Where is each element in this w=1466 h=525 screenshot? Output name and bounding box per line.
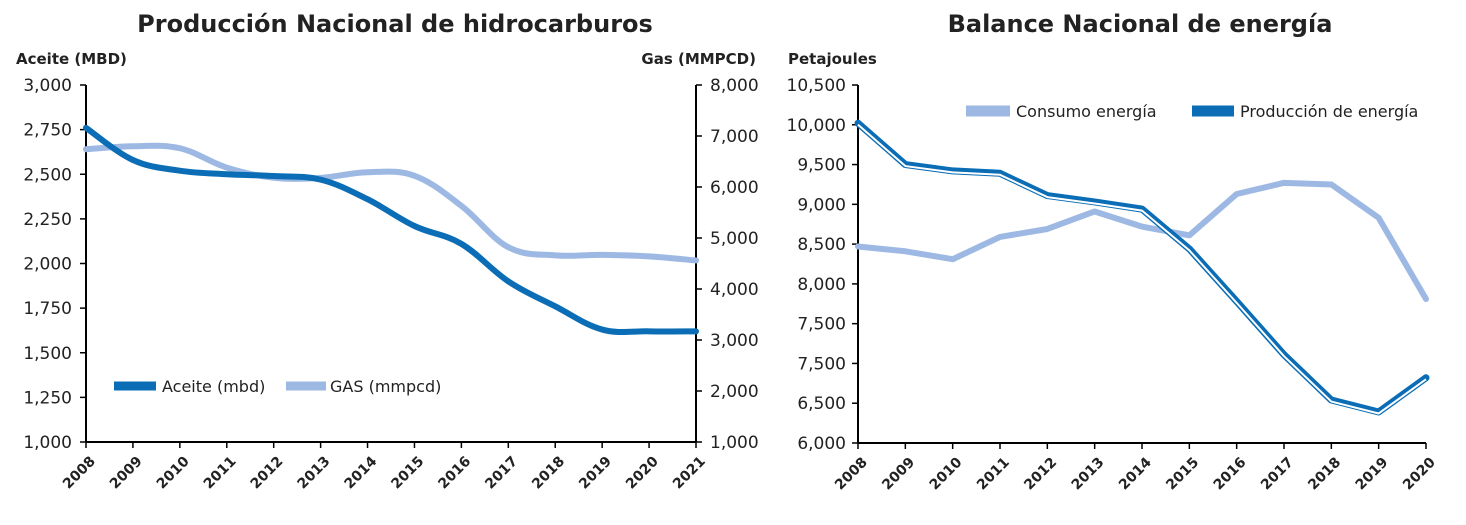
- chart2-plot: 6,000 6,500 7,500 7,500 8,000 8,500 9,000 9,500…: [787, 76, 1439, 493]
- chart1-legend-gas-label: GAS (mmpcd): [330, 377, 441, 396]
- chart2-axis-label: Petajoules: [788, 50, 877, 68]
- chart1-x-tick-label: 2010: [154, 453, 193, 492]
- chart2-legend-produccion-label: Producción de energía: [1240, 102, 1418, 121]
- chart2-legend-consumo-label: Consumo energía: [1016, 102, 1157, 121]
- chart1-x-tick-label: 2020: [623, 453, 662, 492]
- chart1-left-tick-label: 1,250: [23, 388, 72, 408]
- chart1-x-tick-label: 2021: [670, 454, 709, 493]
- chart2-series-produccion-highlight: [857, 123, 1427, 415]
- chart2-x-tick-label: 2008: [832, 455, 871, 494]
- chart1-left-axis-label: Aceite (MBD): [16, 50, 127, 68]
- chart1-x-tick-label: 2017: [482, 454, 521, 493]
- chart2-title: Balance Nacional de energía: [948, 10, 1333, 38]
- chart1-x-tick-label: 2008: [60, 454, 99, 493]
- chart1-left-tick-label: 3,000: [23, 76, 72, 96]
- chart2-x-tick-label: 2015: [1163, 455, 1202, 494]
- chart2-y-tick-label: 10,500: [787, 76, 846, 96]
- chart2-y-tick-label: 9,000: [797, 195, 846, 215]
- chart1-right-tick-label: 4,000: [710, 280, 759, 300]
- chart2-x-tick-label: 2018: [1305, 455, 1344, 494]
- chart1-x-tick-label: 2018: [529, 454, 568, 493]
- chart1-left-tick-label: 2,250: [23, 210, 72, 230]
- chart2-y-tick-label: 7,500: [797, 354, 846, 374]
- chart2-series-produccion-line: [854, 119, 1430, 416]
- chart1-right-tick-label: 7,000: [710, 127, 759, 147]
- chart1-right-tick-label: 1,000: [710, 433, 759, 453]
- chart2-x-tick-label: 2017: [1258, 455, 1297, 494]
- chart1-legend-aceite-label: Aceite (mbd): [162, 377, 265, 396]
- chart1-left-tick-label: 1,000: [23, 433, 72, 453]
- chart1-right-tick-label: 2,000: [710, 382, 759, 402]
- chart1-x-tick-label: 2011: [201, 454, 240, 493]
- chart1-x-tick-label: 2014: [341, 453, 380, 492]
- chart1-x-tick-label: 2012: [248, 454, 287, 493]
- chart1-left-tick-label: 2,750: [23, 121, 72, 141]
- chart1-right-tick-label: 8,000: [710, 76, 759, 96]
- chart1-left-tick-label: 1,750: [23, 299, 72, 319]
- chart1-plot: 1,000 1,250 1,500 1,750 2,000 2,250 2,500 2,750…: [23, 76, 758, 492]
- chart2-x-tick-label: 2019: [1353, 455, 1392, 494]
- chart1-title: Producción Nacional de hidrocarburos: [137, 10, 653, 38]
- chart2-y-tick-label: 6,500: [797, 394, 846, 414]
- chart1-right-tick-label: 3,000: [710, 331, 759, 351]
- chart2-y-tick-label: 8,000: [797, 275, 846, 295]
- chart2-y-tick-label: 10,000: [787, 116, 846, 136]
- chart2-y-tick-label: 7,500: [797, 315, 846, 335]
- chart2-series-consumo-line: [855, 179, 1429, 303]
- chart1-left-tick-label: 1,500: [23, 344, 72, 364]
- chart2-x-tick-label: 2011: [974, 455, 1013, 494]
- chart1-x-tick-label: 2019: [576, 454, 615, 493]
- chart1-series-gas-line: [83, 142, 699, 264]
- chart1-x-tick-label: 2013: [295, 454, 334, 493]
- chart2-x-tick-label: 2020: [1400, 454, 1439, 493]
- chart2-x-tick-label: 2012: [1021, 455, 1060, 494]
- chart2-y-tick-label: 8,500: [797, 235, 846, 255]
- chart1-x-tick-label: 2015: [388, 454, 427, 493]
- chart2-x-tick-label: 2010: [927, 454, 966, 493]
- chart2-x-tick-label: 2009: [879, 455, 918, 494]
- chart1-right-tick-label: 6,000: [710, 178, 759, 198]
- chart1-left-tick-label: 2,500: [23, 165, 72, 185]
- chart2-x-tick-label: 2013: [1069, 455, 1108, 494]
- chart1-x-tick-label: 2016: [435, 454, 474, 493]
- chart2-x-tick-label: 2016: [1211, 455, 1250, 494]
- chart1-left-tick-label: 2,000: [23, 255, 72, 275]
- chart2-y-tick-label: 6,000: [797, 434, 846, 454]
- chart1-series-aceite-line: [83, 124, 699, 336]
- chart2-y-tick-label: 9,500: [797, 156, 846, 176]
- chart2-x-tick-label: 2014: [1116, 454, 1155, 493]
- chart1-x-tick-label: 2009: [107, 454, 146, 493]
- chart1-right-axis-label: Gas (MMPCD): [641, 50, 756, 68]
- chart1-right-tick-label: 5,000: [710, 229, 759, 249]
